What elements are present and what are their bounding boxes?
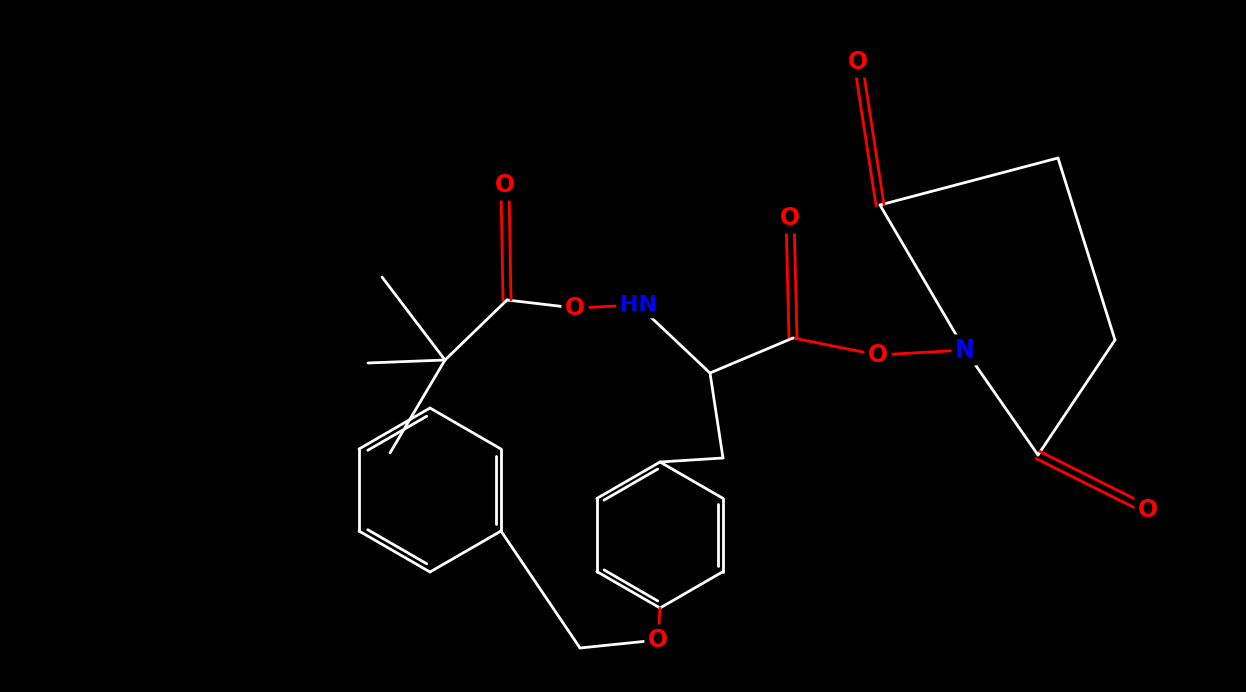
Text: O: O <box>495 173 515 197</box>
Text: O: O <box>648 628 668 652</box>
Text: O: O <box>849 50 868 74</box>
Text: O: O <box>780 206 800 230</box>
Text: O: O <box>564 296 586 320</box>
Text: N: N <box>956 338 974 362</box>
Text: O: O <box>868 343 888 367</box>
Text: O: O <box>1138 498 1158 522</box>
Text: HN: HN <box>619 295 657 315</box>
